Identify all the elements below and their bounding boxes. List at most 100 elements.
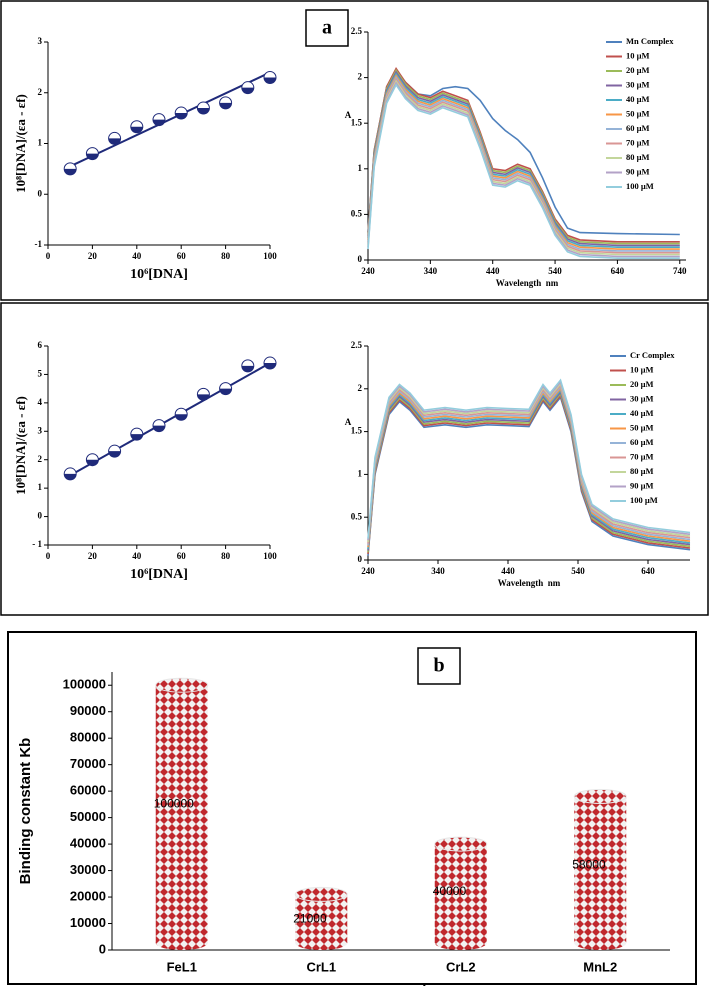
x-tick-label: 240	[361, 266, 375, 276]
x-axis-label: 10⁶[DNA]	[130, 267, 188, 282]
y-axis-label: A	[345, 110, 352, 120]
x-tick-label: 340	[431, 566, 445, 576]
point-fill	[86, 459, 99, 466]
x-axis-label: Wavelength nm	[498, 578, 561, 588]
point-fill	[175, 414, 188, 421]
point-fill	[130, 126, 143, 133]
panel-label: a	[322, 17, 332, 39]
y-tick-label: 1	[358, 468, 363, 478]
x-tick-label: 640	[641, 566, 655, 576]
y-tick-label: 3	[38, 425, 43, 435]
x-tick-label: 40	[132, 251, 142, 261]
legend-label: 20 µM	[630, 379, 654, 389]
bar-body	[295, 894, 348, 943]
y-tick-label: 60000	[70, 783, 106, 798]
x-tick-label: 0	[46, 251, 51, 261]
bar	[155, 677, 209, 950]
legend-label: Mn Complex	[626, 36, 674, 46]
bar-top	[294, 886, 348, 902]
x-tick-label: FeL1	[167, 959, 197, 974]
x-tick-label: 80	[221, 551, 231, 561]
panel-border	[0, 302, 709, 616]
panel-border	[7, 631, 697, 985]
y-axis-label: 10⁸[DNA]/(εa - εf)	[13, 94, 28, 193]
y-tick-label: 1	[38, 138, 43, 148]
value-label: 21000	[293, 912, 327, 926]
x-tick-label: 640	[611, 266, 625, 276]
y-tick-label: 0	[358, 254, 363, 264]
legend-label: 30 µM	[626, 79, 650, 89]
legend-label: 10 µM	[630, 364, 654, 374]
point	[152, 419, 166, 433]
point	[130, 120, 144, 134]
x-axis-label: Compounds	[347, 983, 435, 986]
point-fill	[219, 388, 232, 395]
point-fill	[153, 119, 165, 126]
y-axis-label: Binding constant Kb	[17, 738, 34, 885]
panel-label: b	[433, 655, 444, 677]
x-axis-label: Wavelength nm	[496, 278, 559, 288]
legend-label: 100 µM	[630, 495, 658, 505]
point	[108, 444, 122, 458]
bar-body	[155, 685, 208, 943]
legend-label: 90 µM	[630, 480, 654, 490]
point-fill	[86, 153, 99, 160]
y-tick-label: -1	[35, 239, 43, 249]
point-fill	[130, 434, 143, 441]
x-tick-label: 440	[486, 266, 500, 276]
bar-base	[295, 936, 348, 950]
x-tick-label: 20	[88, 251, 98, 261]
fit-line	[69, 71, 271, 168]
x-tick-label: MnL2	[583, 959, 617, 974]
y-tick-label: 2.5	[351, 26, 363, 36]
x-tick-label: 0	[46, 551, 51, 561]
bar-base	[574, 936, 627, 950]
point-fill	[241, 87, 254, 94]
y-tick-label: 70000	[70, 756, 106, 771]
y-tick-label: 0.5	[351, 511, 363, 521]
y-tick-label: 1	[38, 482, 43, 492]
panel-label-box	[417, 647, 461, 685]
point-fill	[241, 365, 254, 372]
y-tick-label: 1	[358, 163, 363, 173]
bar	[294, 886, 348, 950]
y-tick-label: 0	[99, 941, 106, 956]
y-tick-label: 100000	[63, 677, 106, 692]
y-tick-label: 6	[38, 340, 43, 350]
x-tick-label: CrL2	[446, 959, 476, 974]
legend-label: 100 µM	[626, 181, 654, 191]
value-label: 100000	[154, 797, 194, 811]
point	[219, 382, 233, 396]
x-tick-label: 340	[424, 266, 438, 276]
legend-label: 80 µM	[626, 152, 650, 162]
bar-base	[155, 936, 208, 950]
y-tick-label: 2	[358, 72, 363, 82]
bar-top	[434, 836, 488, 852]
legend-label: 40 µM	[626, 94, 650, 104]
legend-label: 60 µM	[630, 437, 654, 447]
point	[196, 101, 210, 115]
x-tick-label: 80	[221, 251, 231, 261]
legend-label: 70 µM	[626, 137, 650, 147]
point	[85, 147, 99, 161]
point	[263, 71, 277, 85]
bar-base	[434, 936, 487, 950]
point-fill	[108, 451, 121, 458]
point-fill	[175, 113, 188, 120]
legend-label: 90 µM	[626, 166, 650, 176]
y-tick-label: 0	[358, 554, 363, 564]
y-tick-label: 0	[38, 188, 43, 198]
legend-label: 30 µM	[630, 393, 654, 403]
y-tick-label: 2	[38, 87, 43, 97]
point	[241, 359, 255, 373]
point	[174, 106, 188, 120]
x-tick-label: 100	[263, 251, 277, 261]
point-fill	[219, 102, 232, 109]
x-tick-label: 240	[361, 566, 375, 576]
legend-label: 50 µM	[630, 422, 654, 432]
legend-label: 70 µM	[630, 451, 654, 461]
y-tick-label: 0	[38, 511, 43, 521]
point	[241, 81, 255, 95]
point-fill	[264, 363, 276, 370]
y-tick-label: 80000	[70, 730, 106, 745]
